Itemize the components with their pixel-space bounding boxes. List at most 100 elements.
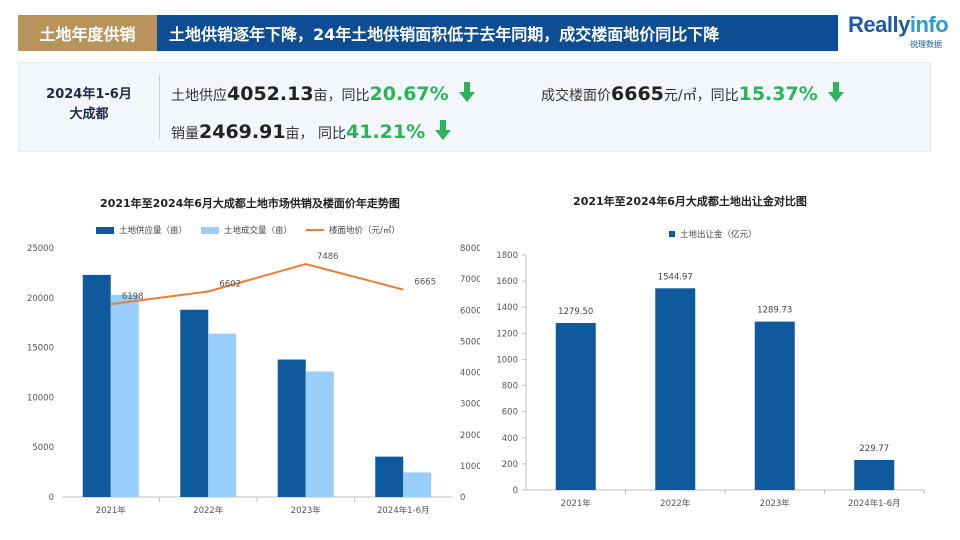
stat-price-unit: 元/㎡，同比 <box>663 88 739 104</box>
bar-sold <box>403 472 432 497</box>
stat-sales-unit: 亩， 同比 <box>285 126 346 142</box>
legend-swatch-supply <box>96 226 114 234</box>
chart2-legend: 土地出让金（亿元） <box>669 228 771 240</box>
stat-sales: 销量 2469.91 亩， 同比 41.21% <box>171 116 453 143</box>
stat-price-value: 6665 <box>611 83 664 105</box>
y-right-tick-label: 5000 <box>460 337 480 347</box>
y-left-tick-label: 20000 <box>27 294 54 304</box>
y-tick-label: 1000 <box>496 355 518 365</box>
chart1-legend: 土地供应量（亩） 土地成交量（亩） 楼面地价（元/㎡） <box>96 224 414 236</box>
legend-label-sold: 土地成交量（亩） <box>224 226 293 236</box>
stat-sales-value: 2469.91 <box>199 121 286 143</box>
y-tick-label: 1800 <box>496 251 518 261</box>
down-arrow-icon <box>827 82 844 102</box>
legend-item-supply: 土地供应量（亩） <box>96 224 187 236</box>
bar-sold <box>208 333 237 497</box>
price-data-label: 6198 <box>122 292 144 302</box>
legend-item-land-fee: 土地出让金（亿元） <box>669 228 757 240</box>
down-arrow-icon <box>458 82 475 102</box>
bar-supply <box>277 359 306 497</box>
y-tick-label: 1200 <box>496 329 518 339</box>
y-tick-label: 800 <box>502 382 518 392</box>
bar-data-label: 1279.50 <box>558 307 593 317</box>
stat-supply-unit: 亩，同比 <box>313 88 370 104</box>
legend-item-price: 楼面地价（元/㎡） <box>306 224 400 236</box>
bar-land-fee <box>555 322 596 490</box>
x-tick-label: 2023年 <box>291 505 322 516</box>
stat-supply-label: 土地供应 <box>171 88 227 104</box>
bar-data-label: 229.77 <box>859 444 889 454</box>
legend-label-price: 楼面地价（元/㎡） <box>329 226 400 236</box>
y-tick-label: 1400 <box>496 303 518 313</box>
legend-swatch-land-fee <box>669 231 675 237</box>
period-line-2: 大成都 <box>69 107 109 122</box>
stat-sales-label: 销量 <box>171 126 199 142</box>
y-tick-label: 0 <box>513 486 518 496</box>
y-right-tick-label: 7000 <box>460 275 480 285</box>
header-bar: 土地年度供销 土地供销逐年下降，24年土地供销面积低于去年同期，成交楼面地价同比… <box>18 15 838 51</box>
chart2-land-fee: 0 200 400 600 800 1000 1200 1400 1600 1800 1279.50… <box>496 251 925 509</box>
y-tick-label: 400 <box>502 434 518 444</box>
y-right-tick-label: 1000 <box>460 462 480 472</box>
legend-label-land-fee: 土地出让金（亿元） <box>680 230 757 240</box>
bar-land-fee <box>754 321 795 490</box>
bar-sold <box>305 371 334 497</box>
x-tick-label: 2021年 <box>561 498 592 509</box>
y-right-tick-label: 0 <box>460 493 465 503</box>
y-tick-label: 200 <box>502 460 518 470</box>
legend-item-sold: 土地成交量（亩） <box>201 224 292 236</box>
x-tick-label: 2024年1-6月 <box>848 498 901 509</box>
bar-data-label: 1544.97 <box>658 272 693 282</box>
stat-sales-pct: 41.21% <box>346 121 426 143</box>
y-right-tick-label: 4000 <box>460 369 480 379</box>
legend-swatch-price <box>306 229 325 231</box>
bar-land-fee <box>655 288 696 490</box>
price-data-label: 6665 <box>414 278 436 288</box>
summary-period: 2024年1-6月 大成都 <box>29 85 149 125</box>
stat-supply-pct: 20.67% <box>369 83 449 105</box>
line-price <box>110 262 404 306</box>
price-data-label: 7486 <box>317 252 339 262</box>
price-data-label: 6602 <box>219 280 241 290</box>
bar-supply <box>375 456 404 497</box>
y-tick-label: 1600 <box>496 277 518 287</box>
y-right-tick-label: 8000 <box>460 244 480 254</box>
period-line-1: 2024年1-6月 <box>46 87 132 102</box>
stat-supply-value: 4052.13 <box>227 83 314 105</box>
page-title: 土地供销逐年下降，24年土地供销面积低于去年同期，成交楼面地价同比下降 <box>157 15 838 51</box>
bar-sold <box>110 294 139 497</box>
stat-price-label: 成交楼面价 <box>541 88 611 104</box>
y-left-tick-label: 10000 <box>27 393 54 403</box>
x-tick-label: 2022年 <box>193 505 224 516</box>
chart1-supply-sales-price: 0 5000 10000 15000 20000 25000 0 1000 2000 3000 40… <box>27 244 480 516</box>
chart2-title: 2021年至2024年6月大成都土地出让金对比图 <box>573 195 807 208</box>
legend-swatch-sold <box>201 226 220 234</box>
bar-data-label: 1289.73 <box>757 306 792 316</box>
x-tick-label: 2023年 <box>760 498 791 509</box>
y-left-tick-label: 25000 <box>27 244 54 254</box>
chart1-title: 2021年至2024年6月大成都土地市场供销及楼面价年走势图 <box>100 197 400 210</box>
stat-supply: 土地供应 4052.13 亩，同比 20.67% <box>171 78 477 105</box>
y-left-tick-label: 0 <box>49 493 54 503</box>
y-right-tick-label: 2000 <box>460 431 480 441</box>
y-left-tick-label: 15000 <box>27 344 54 354</box>
legend-label-supply: 土地供应量（亩） <box>119 226 188 236</box>
y-left-tick-label: 5000 <box>32 443 54 453</box>
stat-price-pct: 15.37% <box>738 83 818 105</box>
logo-text-accent: info <box>909 12 949 37</box>
summary-panel: 2024年1-6月 大成都 土地供应 4052.13 亩，同比 20.67% 成… <box>18 62 931 152</box>
x-tick-label: 2021年 <box>96 505 127 516</box>
y-tick-label: 600 <box>502 408 518 418</box>
y-right-tick-label: 3000 <box>460 400 480 410</box>
brand-logo: Reallyinfo 锐理数据 <box>848 12 949 56</box>
down-arrow-icon <box>435 120 452 140</box>
bar-supply <box>180 309 209 497</box>
y-right-tick-label: 6000 <box>460 306 480 316</box>
stat-price: 成交楼面价 6665 元/㎡，同比 15.37% <box>541 78 846 105</box>
bar-land-fee <box>854 460 895 490</box>
summary-divider <box>159 75 160 139</box>
logo-text-main: Really <box>848 12 910 37</box>
logo-subtext: 锐理数据 <box>910 40 942 49</box>
x-tick-label: 2024年1-6月 <box>377 505 430 516</box>
